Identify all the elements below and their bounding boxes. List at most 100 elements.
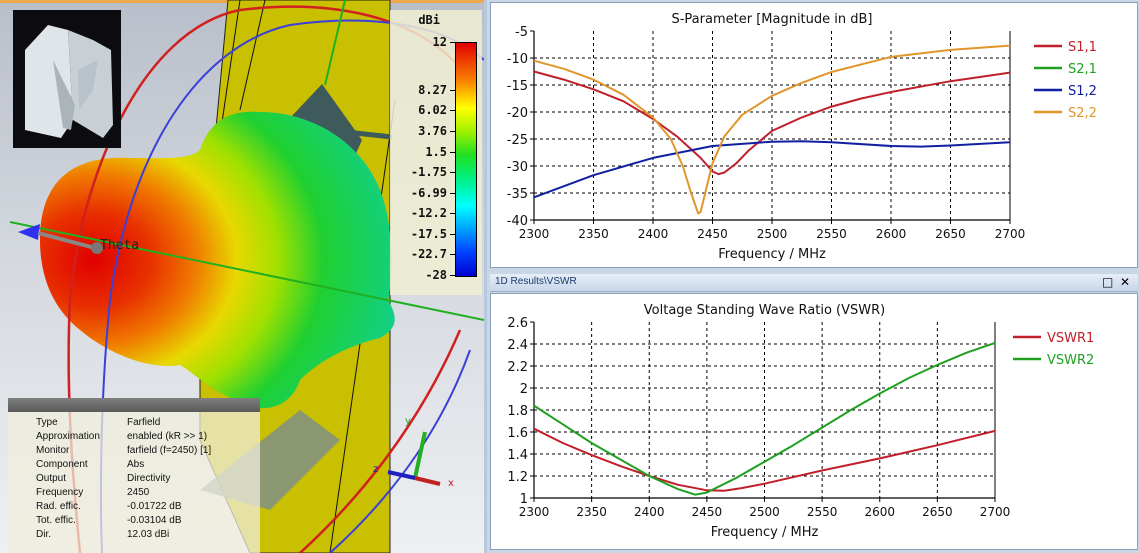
- x-tick-label: 2500: [749, 505, 780, 519]
- y-tick-label: -30: [507, 160, 528, 175]
- colorbar-tick: [450, 275, 455, 276]
- colorbar-tick: [450, 110, 455, 112]
- legend-label: S1,2: [1068, 84, 1097, 99]
- close-icon[interactable]: ✕: [1120, 275, 1131, 289]
- info-key: Component: [36, 459, 88, 470]
- farfield-info-panel: Type Farfield Approximation enabled (kR >> …: [8, 398, 260, 553]
- info-row: Output Directivity: [36, 472, 170, 486]
- x-tick-label: 2650: [935, 227, 966, 241]
- y-tick-label: -25: [507, 133, 528, 148]
- y-tick-label: 2: [520, 382, 528, 397]
- x-tick-label: 2550: [816, 227, 847, 241]
- info-row: Tot. effic. -0.03104 dB: [36, 514, 182, 528]
- antenna-photo-thumbnail: [13, 10, 121, 148]
- colorbar-tick: [450, 172, 455, 174]
- y-tick-label: 1.8: [507, 404, 528, 419]
- colorbar-gradient: [455, 42, 477, 277]
- info-value: Farfield: [127, 417, 161, 428]
- s-parameter-chart: S-Parameter [Magnitude in dB] 2300 2350 240…: [507, 12, 1097, 262]
- vswr-window-titlebar[interactable]: 1D Results\VSWR □ ✕: [490, 274, 1138, 292]
- info-key: Rad. effic.: [36, 501, 81, 512]
- colorbar-tick-label: -22.7: [410, 247, 447, 262]
- y-tick-label: -15: [507, 79, 528, 94]
- info-row: Type Farfield: [36, 416, 160, 430]
- info-key: Frequency: [36, 487, 84, 498]
- colorbar-tick: [450, 130, 455, 132]
- colorbar-tick-label: -12.2: [410, 206, 447, 221]
- z-axis-arrow: [387, 470, 416, 480]
- series-line-vswr2: [533, 341, 996, 496]
- x-axis-label: Frequency / MHz: [718, 247, 826, 262]
- info-key: Approximation: [36, 431, 100, 442]
- x-tick-label: 2300: [519, 227, 550, 241]
- vswr-plot-panel[interactable]: Voltage Standing Wave Ratio (VSWR) 2300 23…: [490, 293, 1138, 550]
- info-row: Monitor farfield (f=2450) [1]: [36, 444, 211, 458]
- info-value: -0.01722 dB: [127, 501, 182, 512]
- chart-title: S-Parameter [Magnitude in dB]: [671, 12, 872, 27]
- x-tick-label: 2700: [995, 227, 1026, 241]
- colorbar-legend: dBi 12 8.27 6.02 3.76 1.5 -1.75 -6.99 -12.2 -17.…: [390, 10, 482, 295]
- info-key: Type: [36, 417, 58, 428]
- y-tick-label: -20: [507, 106, 528, 121]
- s-parameter-plot-panel[interactable]: S-Parameter [Magnitude in dB] 2300 2350 240…: [490, 2, 1138, 268]
- info-row: Rad. effic. -0.01722 dB: [36, 500, 182, 514]
- y-tick-label: 1.4: [507, 448, 528, 463]
- info-row: Frequency 2450: [36, 486, 149, 500]
- legend-label: VSWR2: [1047, 353, 1094, 368]
- colorbar-tick: [450, 151, 455, 153]
- z-axis-label: z: [373, 464, 379, 475]
- colorbar-tick-label: 3.76: [418, 123, 447, 138]
- colorbar-tick-label: 1.5: [425, 144, 447, 159]
- y-tick-label: -40: [507, 214, 528, 229]
- x-tick-label: 2450: [692, 505, 723, 519]
- x-tick-label: 2450: [697, 227, 728, 241]
- y-tick-label: 2.6: [507, 316, 528, 331]
- colorbar-tick-label: -17.5: [410, 226, 447, 241]
- info-row: Approximation enabled (kR >> 1): [36, 430, 207, 444]
- y-tick-label: 1.2: [507, 470, 528, 485]
- theta-handle[interactable]: [91, 242, 103, 254]
- y-tick-label: 2.2: [507, 360, 528, 375]
- x-tick-label: 2500: [757, 227, 788, 241]
- y-tick-label: -5: [515, 25, 528, 40]
- x-tick-label: 2400: [638, 227, 669, 241]
- x-axis-label: x: [448, 478, 454, 489]
- colorbar-tick-label: 6.02: [418, 103, 447, 118]
- colorbar-tick: [450, 254, 455, 256]
- colorbar-tick-label: -28: [425, 268, 447, 282]
- y-tick-label: -10: [507, 52, 528, 67]
- y-tick-label: 2.4: [507, 338, 528, 353]
- farfield-scene: [9, 0, 484, 553]
- maximize-icon[interactable]: □: [1102, 275, 1114, 289]
- x-axis-label: Frequency / MHz: [711, 525, 819, 540]
- info-value: Directivity: [127, 473, 171, 484]
- x-tick-label: 2700: [980, 505, 1011, 519]
- y-axis-arrow: [413, 431, 427, 479]
- phi-circle-lower: [299, 329, 462, 553]
- info-row: Dir. 12.03 dBi: [36, 528, 169, 542]
- legend-label: S2,1: [1068, 62, 1097, 77]
- colorbar-tick: [450, 89, 455, 91]
- colorbar-tick: [450, 213, 455, 215]
- axis-line: [9, 221, 484, 321]
- theta-arrow: [18, 224, 40, 240]
- info-value: Abs: [127, 459, 145, 470]
- colorbar-tick-label: -6.99: [410, 185, 447, 200]
- vswr-chart: Voltage Standing Wave Ratio (VSWR) 2300 23…: [507, 303, 1094, 540]
- vswr-window-title: 1D Results\VSWR: [495, 276, 577, 287]
- y-tick-label: -35: [507, 187, 528, 202]
- legend-label: S1,1: [1068, 40, 1097, 55]
- info-value: -0.03104 dB: [127, 515, 182, 526]
- x-tick-label: 2400: [634, 505, 665, 519]
- colorbar-tick-label: 8.27: [418, 82, 447, 97]
- info-key: Tot. effic.: [36, 515, 76, 526]
- y-axis-label: y: [405, 416, 411, 427]
- info-panel-header: [8, 398, 260, 412]
- info-row: Component Abs: [36, 458, 144, 472]
- colorbar-tick-label: -1.75: [410, 165, 447, 180]
- info-key: Dir.: [36, 529, 51, 540]
- theta-circle-lower: [329, 349, 471, 553]
- colorbar-tick: [450, 192, 455, 194]
- series-line-s12: [533, 140, 1011, 199]
- farfield-3d-view[interactable]: Theta dBi 12 8.27 6.02 3.76 1.5 -1.75 -6.99 -12…: [0, 0, 487, 553]
